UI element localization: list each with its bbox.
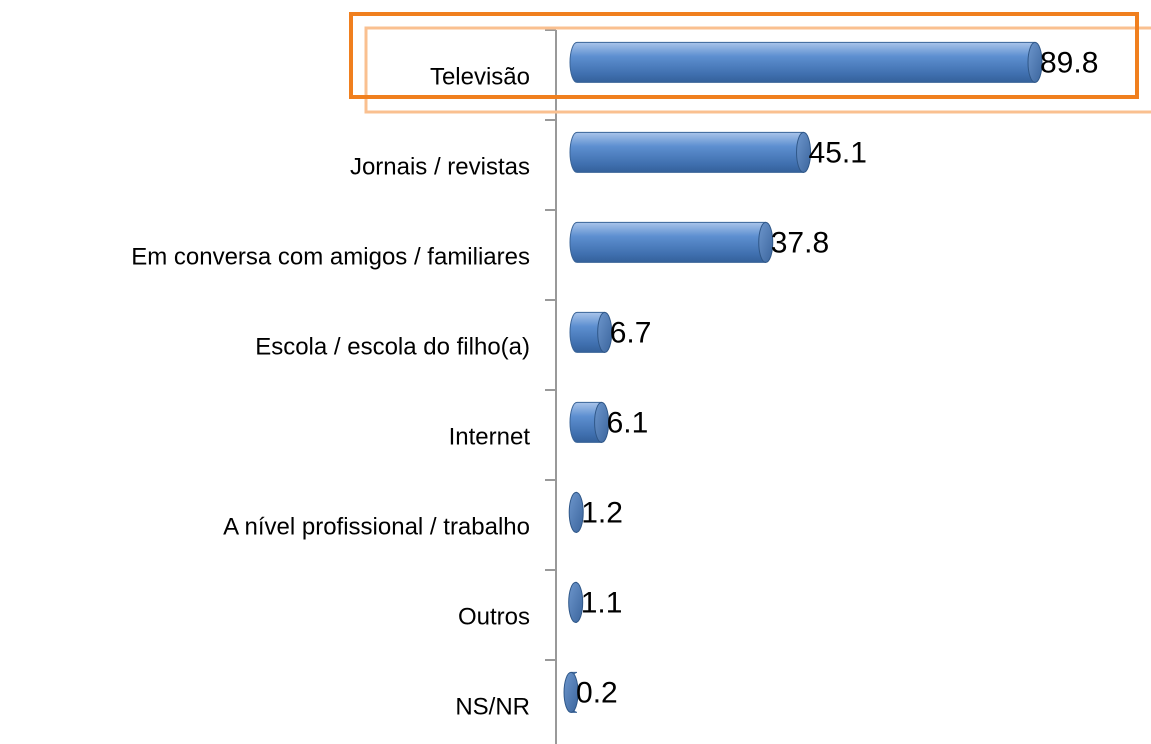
category-label: A nível profissional / trabalho [223, 514, 530, 541]
value-label: 1.2 [581, 496, 623, 529]
category-label: NS/NR [455, 694, 530, 721]
value-label: 89.8 [1040, 46, 1098, 79]
bar-cap [597, 311, 613, 353]
category-label: Outros [458, 604, 530, 631]
value-label: 37.8 [771, 226, 829, 259]
category-label: Jornais / revistas [350, 154, 530, 181]
category-label: Internet [449, 424, 531, 451]
bar-cap [594, 401, 610, 443]
bar-body [569, 221, 767, 263]
bar [569, 401, 610, 443]
bar-cap [568, 581, 584, 623]
value-label: 1.1 [581, 586, 623, 619]
bar-cap [568, 491, 584, 533]
highlight-box [349, 12, 1139, 99]
bar [569, 221, 774, 263]
axis-ticks [545, 29, 556, 661]
bar [568, 491, 584, 533]
bar-body [569, 311, 606, 353]
bar-body [569, 401, 603, 443]
category-label: Em conversa com amigos / familiares [131, 244, 530, 271]
category-label: Escola / escola do filho(a) [255, 334, 530, 361]
bar [569, 311, 613, 353]
value-label: 6.1 [607, 406, 649, 439]
bar-cap [758, 221, 774, 263]
bar-cap [796, 131, 812, 173]
bar-body [569, 131, 805, 173]
value-label: 45.1 [809, 136, 867, 169]
highlight-box-light [364, 26, 1151, 114]
bar [568, 581, 584, 623]
value-label: 0.2 [576, 676, 618, 709]
bar-cap [1027, 41, 1043, 83]
bar-cap [563, 671, 579, 713]
bar-body [569, 41, 1036, 83]
category-label: Televisão [430, 64, 530, 91]
bar [569, 131, 812, 173]
bars [563, 41, 1043, 713]
bar [563, 671, 579, 713]
bar [569, 41, 1043, 83]
value-label: 6.7 [610, 316, 652, 349]
